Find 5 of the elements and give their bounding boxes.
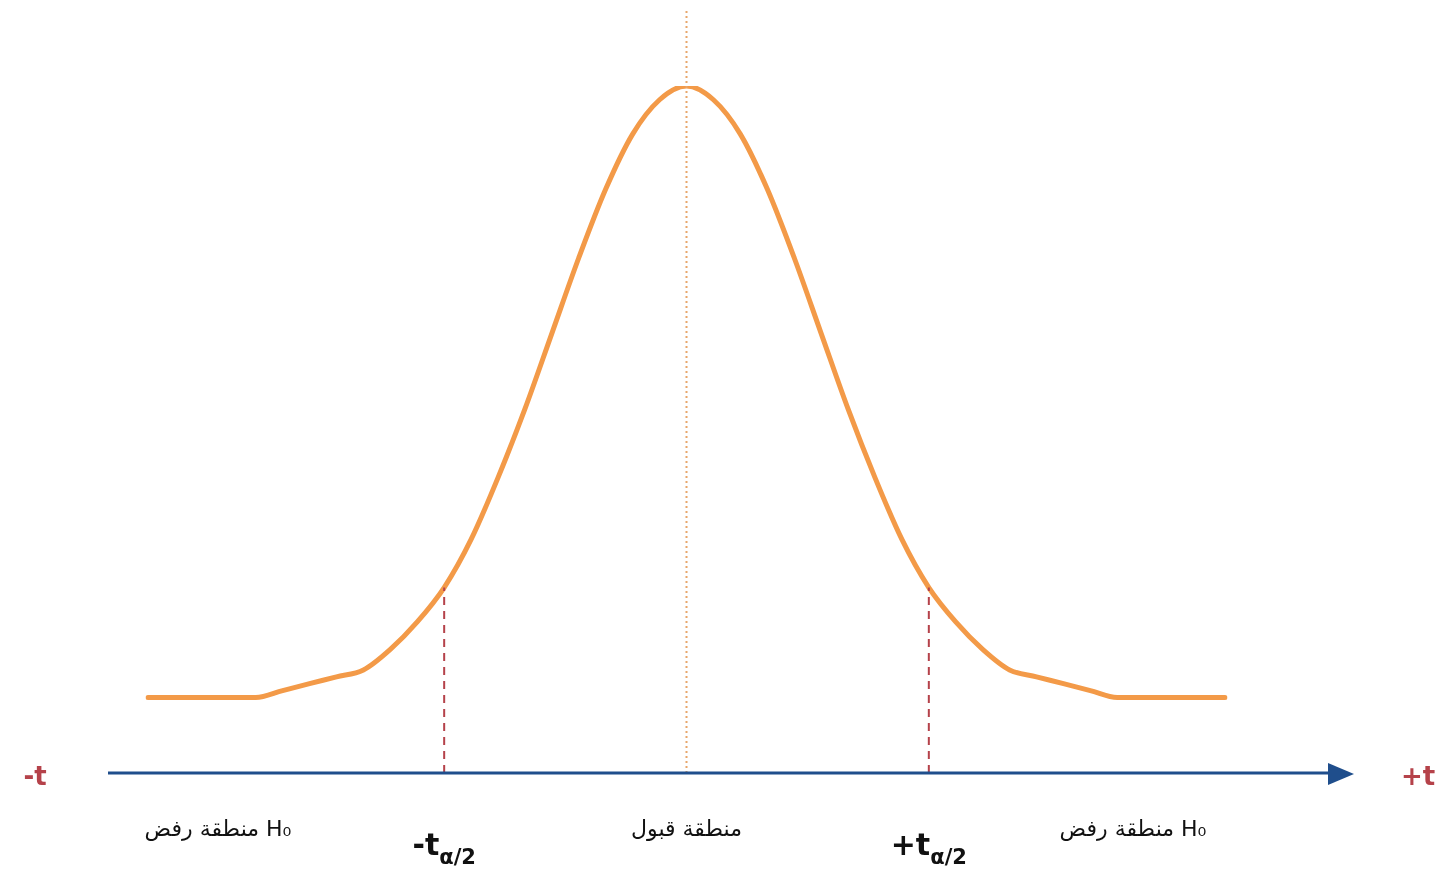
text: -t (23, 761, 47, 791)
text: +t (1400, 761, 1436, 791)
text: منطقة رفض H₀ (1059, 816, 1207, 842)
x-tick-label: منطقة قبول (631, 816, 742, 841)
text: منطقة رفض H₀ (144, 816, 292, 842)
